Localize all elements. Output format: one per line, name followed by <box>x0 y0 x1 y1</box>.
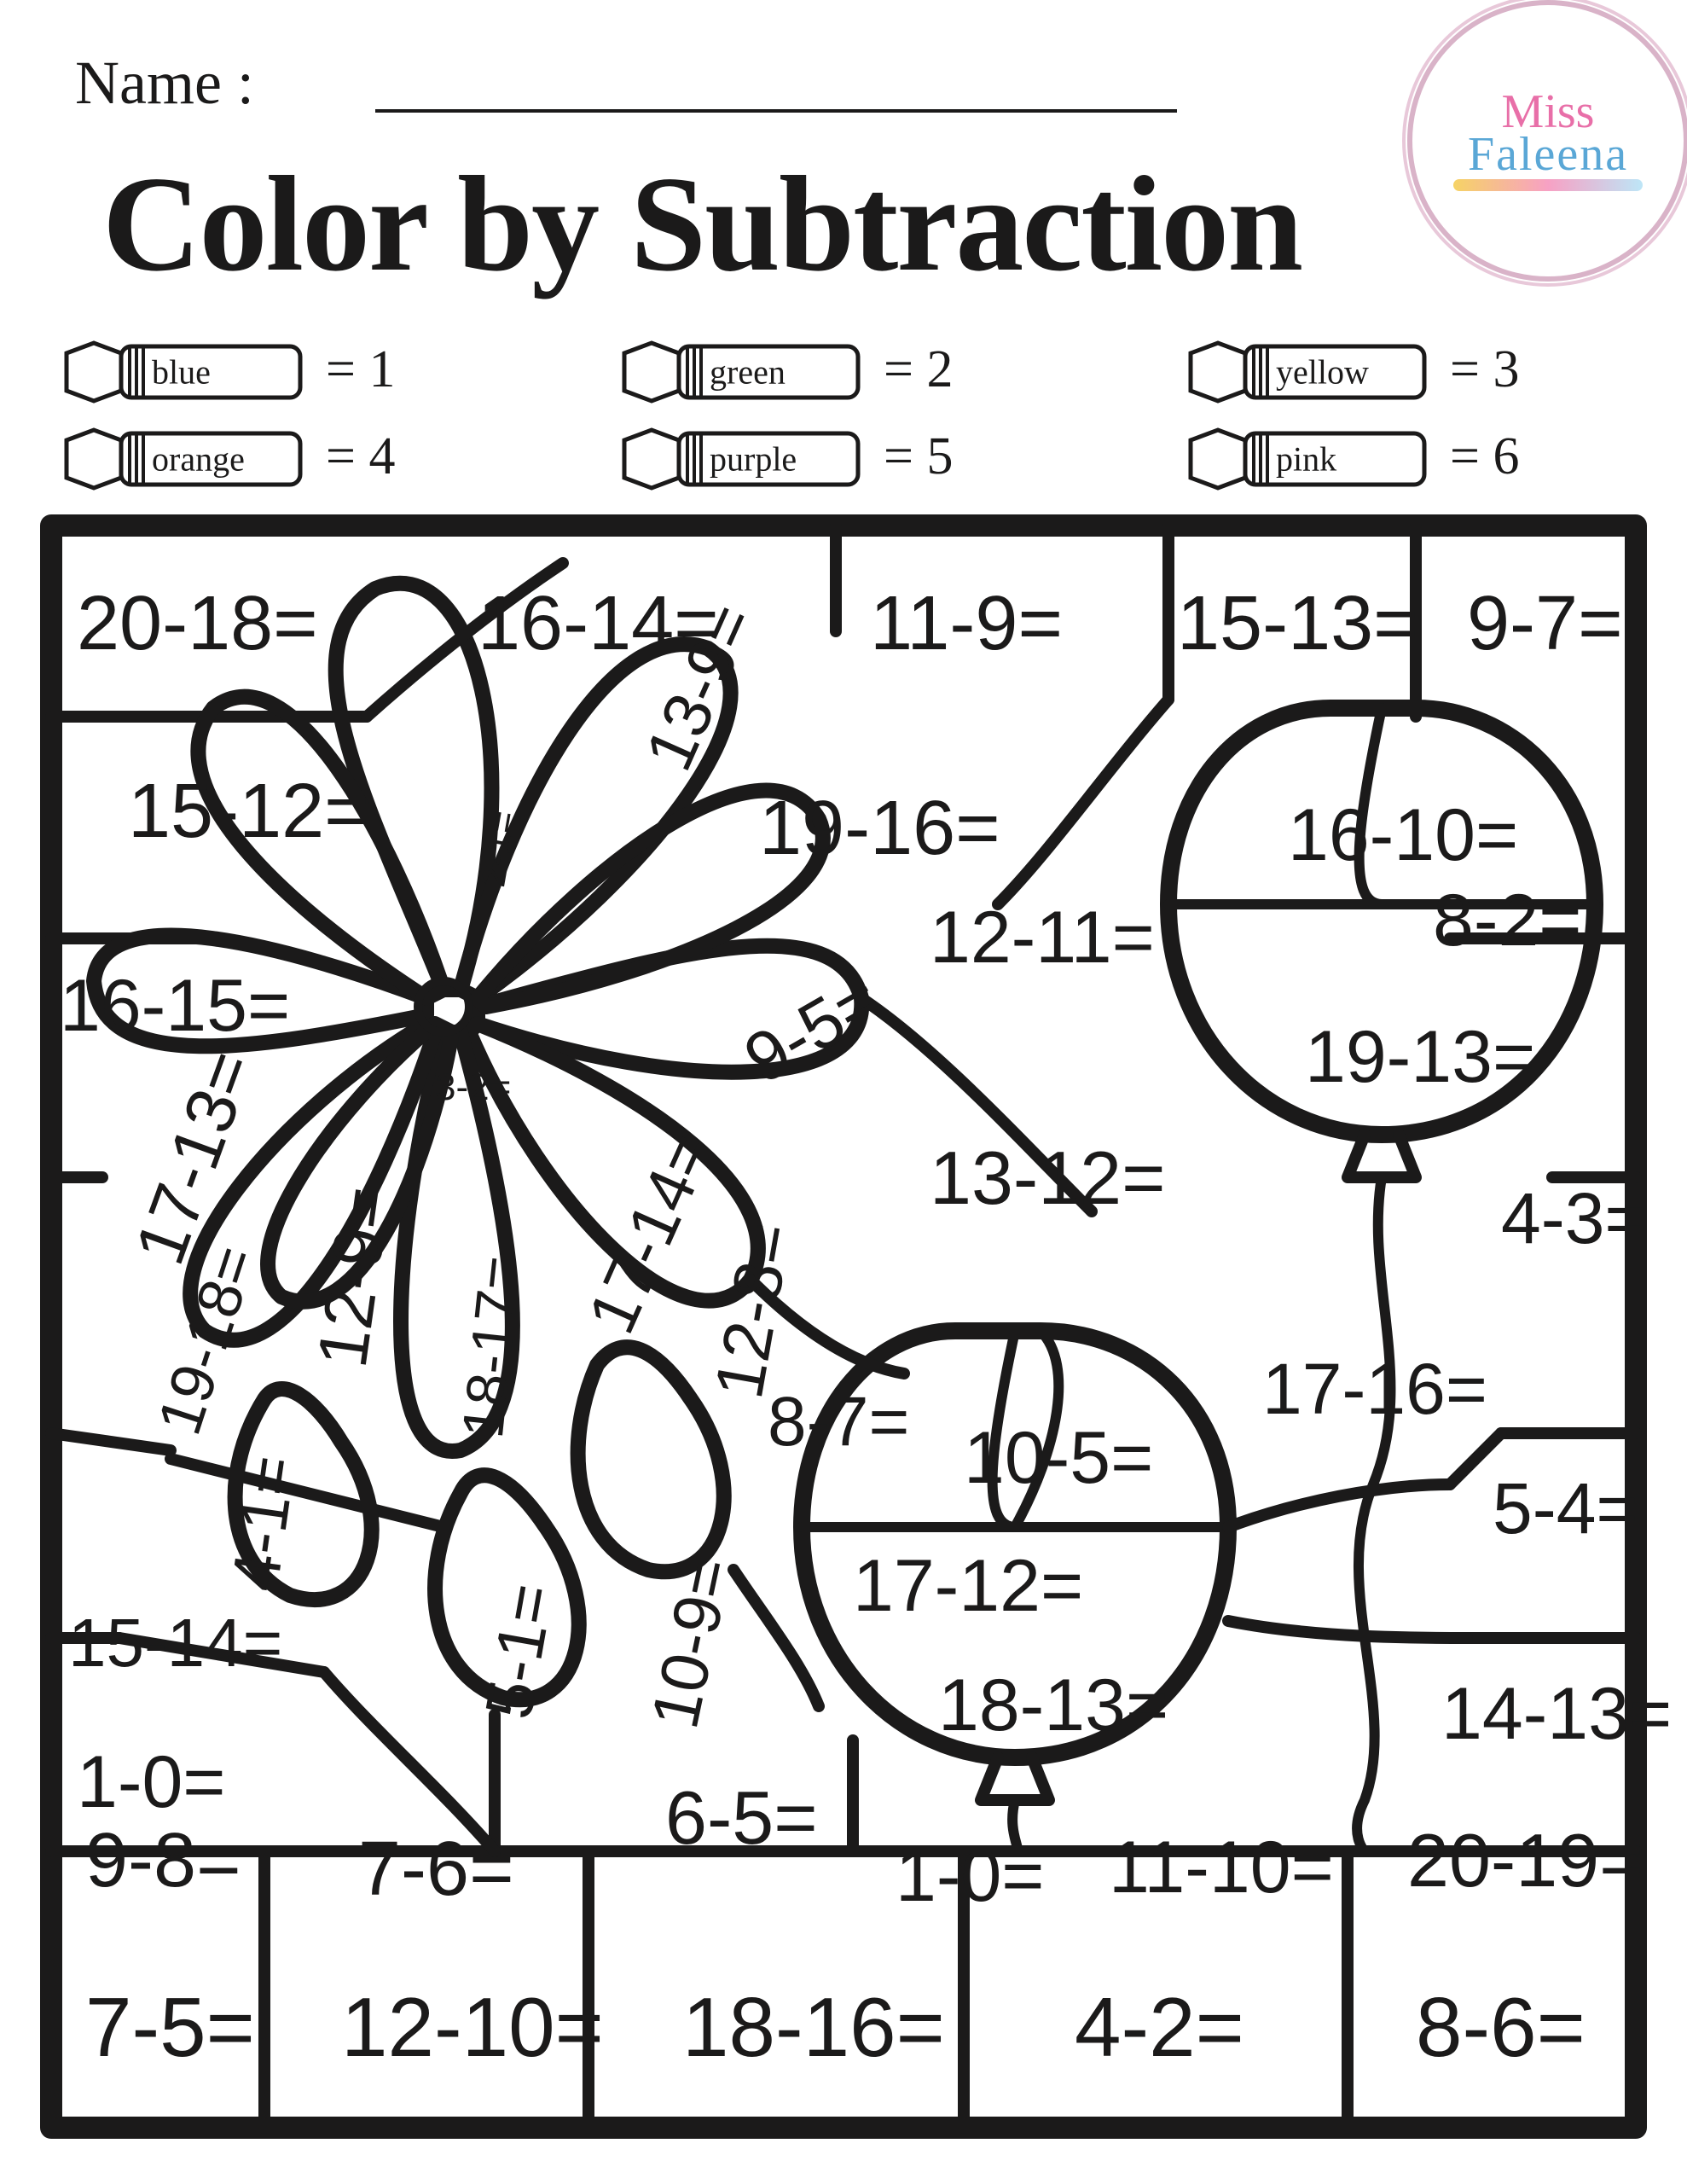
subtraction-problem: 16-10= <box>1288 793 1518 878</box>
crayon-label: pink <box>1276 439 1336 479</box>
crayon-value: = 5 <box>884 427 953 487</box>
subtraction-problem: 10-9= <box>635 1550 747 1734</box>
subtraction-problem: 8-2= <box>1433 879 1582 963</box>
subtraction-problem: 12-11= <box>930 896 1155 980</box>
subtraction-problem: 12-10= <box>341 1979 604 2076</box>
subtraction-problem: 19-16= <box>759 785 1000 873</box>
crayon-label: blue <box>152 352 211 392</box>
subtraction-problem: 20-19= <box>1407 1817 1643 1904</box>
subtraction-problem: 14-13= <box>1441 1672 1672 1757</box>
crayon-pink: pink <box>1186 427 1433 491</box>
subtraction-problem: 15-14= <box>68 1604 282 1682</box>
subtraction-problem: 4-1= <box>216 1451 311 1595</box>
crayon-label: purple <box>710 439 797 479</box>
logo-bottom-text: Faleena <box>1468 133 1628 176</box>
crayon-value: = 6 <box>1450 427 1519 487</box>
subtraction-problem: 1-0= <box>896 1834 1045 1919</box>
crayon-label: orange <box>152 439 245 479</box>
name-label: Name : <box>75 48 254 119</box>
subtraction-problem: 9-7= <box>1467 580 1623 668</box>
subtraction-problem: 15-13= <box>1177 580 1418 668</box>
crayon-purple: purple <box>619 427 867 491</box>
subtraction-problem: 8-7= <box>768 1382 909 1462</box>
crayon-value: = 4 <box>326 427 395 487</box>
subtraction-problem: 6-5= <box>665 1774 818 1862</box>
crayon-orange: orange <box>61 427 309 491</box>
subtraction-problem: 18-17= <box>449 1253 535 1442</box>
subtraction-problem: 17-12= <box>853 1544 1083 1629</box>
subtraction-problem: 2-1= <box>471 808 526 891</box>
subtraction-problem: 11-10= <box>1109 1826 1334 1910</box>
logo-top-text: Miss <box>1502 90 1595 133</box>
subtraction-problem: 11-9= <box>870 580 1063 668</box>
subtraction-problem: 15-12= <box>128 768 369 856</box>
subtraction-problem: 8-6= <box>1416 1979 1586 2076</box>
subtraction-problem: 18-16= <box>682 1979 945 2076</box>
page-title: Color by Subtraction <box>102 145 1301 303</box>
crayon-value: = 1 <box>326 340 395 400</box>
subtraction-problem: 19-18= <box>144 1238 270 1443</box>
crayon-value: = 2 <box>884 340 953 400</box>
crayon-value: = 3 <box>1450 340 1519 400</box>
subtraction-problem: 4-2= <box>1075 1979 1244 2076</box>
subtraction-problem: 17-14= <box>572 1122 728 1345</box>
subtraction-problem: 3-2= <box>435 1066 511 1109</box>
subtraction-problem: 12-8= <box>699 1217 808 1404</box>
subtraction-problem: 13-12= <box>930 1135 1165 1222</box>
crayon-green: green <box>619 340 867 404</box>
subtraction-problem: 9-8= <box>85 1817 241 1905</box>
crayon-label: green <box>710 352 786 392</box>
logo-band <box>1453 179 1644 191</box>
subtraction-problem: 5-1= <box>470 1578 570 1725</box>
crayon-yellow: yellow <box>1186 340 1433 404</box>
subtraction-problem: 1-0= <box>77 1740 226 1825</box>
subtraction-problem: 4-3= <box>1501 1177 1646 1260</box>
subtraction-problem: 9-5= <box>732 960 895 1101</box>
crayon-label: yellow <box>1276 352 1369 392</box>
brand-logo: Miss Faleena <box>1407 0 1687 282</box>
subtraction-problem: 18-13= <box>938 1664 1168 1748</box>
name-input-line[interactable] <box>375 109 1177 113</box>
subtraction-problem: 5-4= <box>1493 1467 1638 1550</box>
subtraction-problem: 12-9= <box>303 1182 408 1372</box>
subtraction-problem: 17-13= <box>120 1041 270 1275</box>
subtraction-problem: 16-15= <box>60 964 290 1048</box>
subtraction-problem: 10-5= <box>964 1416 1153 1501</box>
subtraction-problem: 7-6= <box>358 1826 514 1914</box>
subtraction-problem: 17-16= <box>1262 1348 1487 1431</box>
crayon-blue: blue <box>61 340 309 404</box>
subtraction-problem: 20-18= <box>77 580 318 668</box>
subtraction-problem: 7-5= <box>85 1979 255 2076</box>
subtraction-problem: 19-13= <box>1305 1015 1535 1100</box>
worksheet-page: Name : Color by Subtraction Miss Faleena… <box>0 0 1687 2184</box>
